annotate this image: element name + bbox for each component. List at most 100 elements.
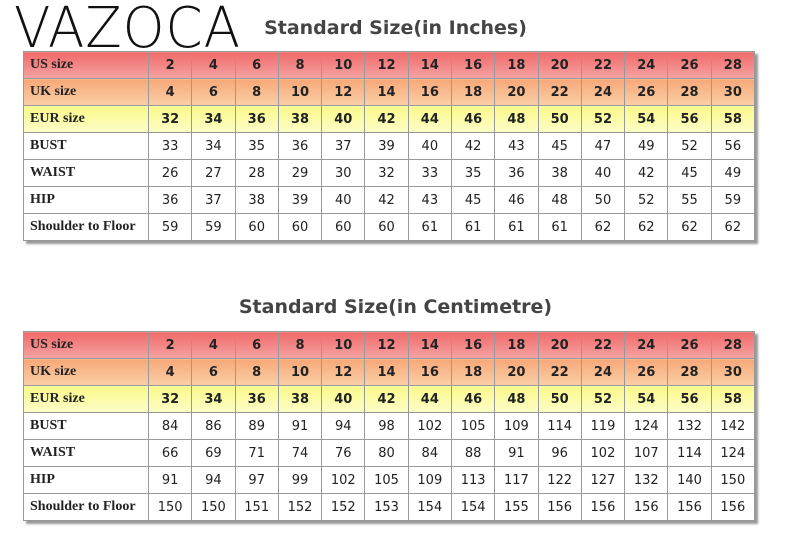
cell: 46 — [494, 186, 539, 214]
cell: 36 — [494, 159, 539, 187]
cell: 28 — [710, 51, 756, 79]
cell: 91 — [494, 439, 539, 467]
cell: 102 — [580, 439, 626, 467]
row-label: EUR size — [23, 105, 149, 133]
cell: 26 — [667, 51, 712, 79]
cell: 89 — [234, 412, 279, 440]
table-row: UK size 4 6 8 10 12 14 16 18 20 22 24 26 28 30 — [23, 358, 756, 386]
cell: 4 — [191, 51, 236, 79]
cell: 28 — [667, 358, 712, 386]
cell: 132 — [667, 412, 712, 440]
cell: 66 — [147, 439, 193, 467]
cell: 150 — [147, 493, 193, 521]
cell: 152 — [277, 493, 323, 521]
cell: 60 — [234, 213, 279, 241]
cell: 105 — [364, 466, 409, 494]
cell: 91 — [277, 412, 323, 440]
cell: 32 — [364, 159, 409, 187]
cell: 62 — [624, 213, 669, 241]
table-row: Shoulder to Floor 59 59 60 60 60 60 61 61 61 61 62 6… — [23, 213, 756, 241]
cell: 16 — [450, 331, 496, 359]
cell: 12 — [364, 51, 409, 79]
cell: 10 — [321, 331, 366, 359]
cell: 26 — [624, 78, 669, 106]
cell: 37 — [191, 186, 236, 214]
table-row: WAIST 66 69 71 74 76 80 84 88 91 96 102 107 114 124 — [23, 439, 756, 467]
cell: 48 — [537, 186, 582, 214]
cell: 102 — [321, 466, 366, 494]
cell: 59 — [191, 213, 236, 241]
cell: 56 — [710, 132, 756, 160]
cell: 127 — [580, 466, 626, 494]
cell: 42 — [364, 105, 409, 133]
cell: 10 — [277, 358, 323, 386]
cell: 37 — [321, 132, 366, 160]
cell: 45 — [537, 132, 582, 160]
cell: 14 — [364, 358, 409, 386]
cell: 40 — [580, 159, 626, 187]
cell: 60 — [364, 213, 409, 241]
cell: 155 — [494, 493, 539, 521]
cell: 14 — [407, 51, 452, 79]
cell: 142 — [710, 412, 756, 440]
cell: 44 — [407, 105, 452, 133]
cell: 61 — [450, 213, 496, 241]
cell: 132 — [624, 466, 669, 494]
cell: 56 — [667, 385, 712, 413]
cell: 55 — [667, 186, 712, 214]
cell: 156 — [537, 493, 582, 521]
row-label: UK size — [23, 78, 149, 106]
cell: 60 — [277, 213, 323, 241]
cell: 18 — [494, 331, 539, 359]
cell: 20 — [494, 78, 539, 106]
cell: 30 — [710, 78, 756, 106]
cell: 6 — [191, 78, 236, 106]
cell: 96 — [537, 439, 582, 467]
cell: 40 — [321, 385, 366, 413]
cell: 26 — [624, 358, 669, 386]
cell: 4 — [147, 358, 193, 386]
cell: 49 — [710, 159, 756, 187]
cell: 38 — [277, 105, 323, 133]
cell: 54 — [624, 385, 669, 413]
cell: 39 — [364, 132, 409, 160]
cell: 124 — [710, 439, 756, 467]
cell: 36 — [234, 385, 279, 413]
cell: 52 — [580, 385, 626, 413]
row-label: HIP — [23, 466, 149, 494]
cell: 16 — [407, 78, 452, 106]
cell: 154 — [407, 493, 452, 521]
cell: 14 — [364, 78, 409, 106]
cell: 114 — [667, 439, 712, 467]
cell: 24 — [624, 331, 669, 359]
cell: 48 — [494, 105, 539, 133]
cell: 52 — [580, 105, 626, 133]
cell: 150 — [191, 493, 236, 521]
cell: 24 — [624, 51, 669, 79]
cell: 62 — [580, 213, 626, 241]
cell: 105 — [450, 412, 496, 440]
cell: 12 — [321, 78, 366, 106]
cell: 33 — [147, 132, 193, 160]
cell: 22 — [580, 331, 626, 359]
cell: 20 — [494, 358, 539, 386]
row-label: WAIST — [23, 439, 149, 467]
cell: 56 — [667, 105, 712, 133]
cell: 117 — [494, 466, 539, 494]
cell: 42 — [364, 385, 409, 413]
cell: 156 — [624, 493, 669, 521]
table-row: EUR size 32 34 36 38 40 42 44 46 48 50 52 54 56 58 — [23, 105, 756, 133]
cell: 113 — [450, 466, 496, 494]
cell: 59 — [147, 213, 193, 241]
cell: 39 — [277, 186, 323, 214]
cell: 94 — [321, 412, 366, 440]
table-row: HIP 36 37 38 39 40 42 43 45 46 48 50 52 55 59 — [23, 186, 756, 214]
row-label: Shoulder to Floor — [23, 213, 149, 241]
cell: 22 — [580, 51, 626, 79]
cell: 8 — [277, 331, 323, 359]
cell: 153 — [364, 493, 409, 521]
cell: 61 — [537, 213, 582, 241]
cell: 20 — [537, 51, 582, 79]
cell: 58 — [710, 385, 756, 413]
